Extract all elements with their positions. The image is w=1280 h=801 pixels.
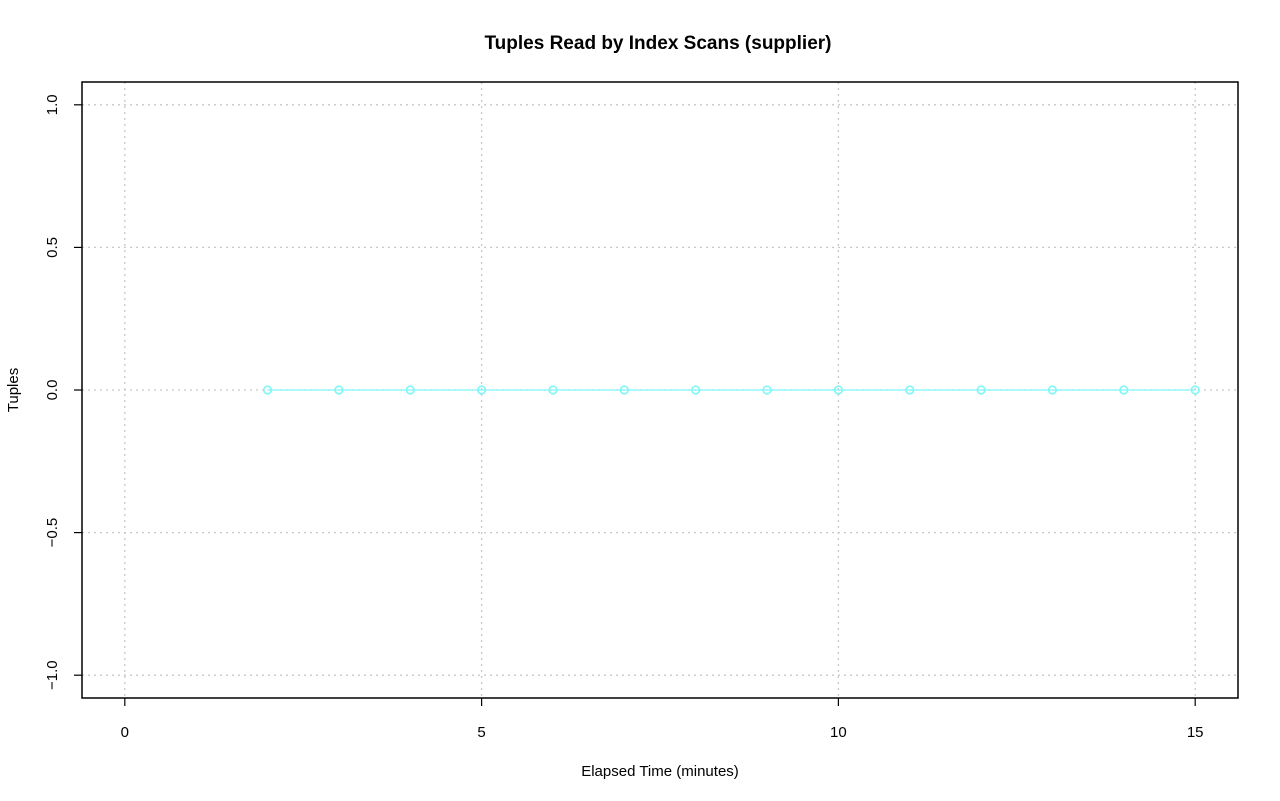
data-point <box>1190 385 1200 395</box>
data-point <box>262 385 273 395</box>
chart-title: Tuples Read by Index Scans (supplier) <box>484 33 831 54</box>
series-layer <box>262 385 1200 395</box>
data-point <box>619 385 629 395</box>
data-point <box>833 385 843 395</box>
data-point <box>477 385 487 395</box>
y-axis: −1.0 −0.5 0.0 0.5 1.0 <box>44 94 82 690</box>
y-tick-label: 0.0 <box>44 380 61 401</box>
y-tick-label: 1.0 <box>44 94 61 115</box>
x-axis: 0 5 10 15 <box>121 698 1204 741</box>
data-point <box>334 385 344 395</box>
data-point <box>691 385 701 395</box>
x-tick-label: 10 <box>830 724 847 741</box>
y-tick-label: −1.0 <box>44 660 61 690</box>
y-tick-label: −0.5 <box>44 518 61 548</box>
x-tick-label: 0 <box>121 724 129 741</box>
data-point <box>1047 385 1058 395</box>
data-point <box>976 385 986 395</box>
data-point <box>762 385 772 395</box>
x-tick-label: 5 <box>477 724 485 741</box>
data-point <box>905 385 915 395</box>
x-tick-label: 15 <box>1187 724 1204 741</box>
data-point <box>548 385 558 395</box>
x-axis-label: Elapsed Time (minutes) <box>581 763 739 780</box>
y-tick-label: 0.5 <box>44 237 61 258</box>
data-point <box>1119 385 1129 395</box>
data-point <box>405 385 415 395</box>
y-axis-label: Tuples <box>5 368 22 412</box>
